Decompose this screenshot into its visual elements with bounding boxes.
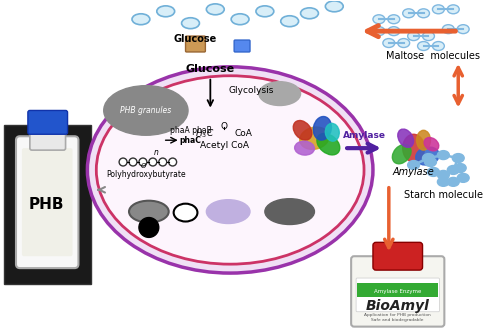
Ellipse shape (438, 150, 450, 159)
Text: O: O (220, 122, 228, 131)
Text: phaA phaB: phaA phaB (170, 126, 211, 135)
FancyBboxPatch shape (22, 148, 72, 256)
Text: Glycolysis: Glycolysis (228, 86, 274, 95)
Ellipse shape (129, 201, 168, 222)
Ellipse shape (104, 86, 188, 135)
Ellipse shape (448, 178, 459, 186)
Ellipse shape (418, 42, 430, 50)
Text: phaC: phaC (180, 136, 202, 145)
Ellipse shape (408, 160, 420, 170)
FancyBboxPatch shape (16, 136, 78, 268)
Ellipse shape (432, 42, 444, 50)
Text: Acetyl CoA: Acetyl CoA (200, 141, 248, 150)
Circle shape (129, 158, 137, 166)
Text: PHB: PHB (29, 197, 64, 212)
Ellipse shape (265, 199, 314, 224)
Ellipse shape (231, 14, 249, 25)
Circle shape (119, 158, 127, 166)
Text: Amylase: Amylase (342, 131, 386, 140)
Text: CoA: CoA (234, 129, 252, 138)
Ellipse shape (424, 138, 439, 151)
Ellipse shape (454, 163, 466, 173)
Ellipse shape (432, 5, 444, 14)
FancyBboxPatch shape (234, 40, 250, 52)
Ellipse shape (457, 25, 469, 34)
FancyBboxPatch shape (357, 283, 438, 297)
Ellipse shape (428, 168, 440, 177)
Circle shape (159, 158, 166, 166)
Ellipse shape (326, 123, 340, 141)
Ellipse shape (398, 39, 409, 48)
Ellipse shape (256, 6, 274, 17)
Ellipse shape (452, 153, 464, 162)
Text: Maltose  molecules: Maltose molecules (386, 51, 480, 61)
FancyBboxPatch shape (373, 242, 422, 270)
Ellipse shape (383, 39, 395, 48)
Ellipse shape (438, 178, 450, 186)
Text: Glucose: Glucose (174, 34, 217, 44)
Ellipse shape (326, 1, 343, 12)
Ellipse shape (448, 5, 459, 14)
FancyBboxPatch shape (356, 278, 440, 312)
Ellipse shape (416, 147, 440, 165)
Ellipse shape (373, 15, 385, 24)
Ellipse shape (418, 9, 430, 18)
Text: Starch molecule: Starch molecule (404, 190, 483, 200)
FancyBboxPatch shape (4, 125, 92, 284)
Ellipse shape (206, 200, 250, 223)
Ellipse shape (174, 204, 198, 221)
Ellipse shape (314, 116, 332, 140)
Ellipse shape (416, 130, 430, 150)
Text: BioAmyl: BioAmyl (366, 299, 430, 313)
Ellipse shape (206, 4, 224, 15)
Ellipse shape (402, 134, 424, 162)
Text: PHB granules: PHB granules (120, 106, 172, 115)
Circle shape (149, 158, 157, 166)
Ellipse shape (398, 129, 413, 148)
Circle shape (139, 158, 147, 166)
Ellipse shape (392, 145, 411, 164)
Ellipse shape (280, 16, 298, 27)
Ellipse shape (438, 171, 450, 180)
Text: Polyhydroxybutyrate: Polyhydroxybutyrate (106, 170, 186, 180)
FancyBboxPatch shape (30, 124, 66, 150)
Ellipse shape (373, 27, 385, 36)
Text: Application for PHB production: Application for PHB production (364, 313, 431, 317)
Text: $H_3C$: $H_3C$ (195, 127, 214, 140)
Ellipse shape (424, 157, 436, 167)
Ellipse shape (96, 76, 364, 264)
Ellipse shape (388, 27, 400, 36)
Ellipse shape (88, 67, 373, 273)
Ellipse shape (442, 25, 454, 34)
Ellipse shape (402, 9, 414, 18)
Ellipse shape (457, 174, 469, 182)
FancyBboxPatch shape (28, 111, 68, 134)
Circle shape (139, 217, 159, 237)
Text: Amylase: Amylase (392, 167, 434, 177)
Ellipse shape (300, 8, 318, 19)
Ellipse shape (388, 15, 400, 24)
Ellipse shape (300, 127, 329, 149)
Ellipse shape (259, 82, 300, 106)
Ellipse shape (422, 153, 434, 162)
Ellipse shape (422, 32, 434, 41)
Ellipse shape (448, 166, 459, 175)
Ellipse shape (317, 133, 340, 155)
Text: $n$: $n$ (152, 148, 159, 157)
FancyBboxPatch shape (186, 36, 206, 52)
Ellipse shape (182, 18, 200, 29)
Ellipse shape (294, 141, 314, 155)
Text: Glucose: Glucose (186, 64, 235, 74)
Text: Safe and biodegradable: Safe and biodegradable (372, 318, 424, 322)
Ellipse shape (132, 14, 150, 25)
Ellipse shape (157, 6, 174, 17)
Ellipse shape (294, 120, 312, 140)
FancyBboxPatch shape (351, 256, 444, 327)
Text: $O$: $O$ (140, 161, 147, 170)
Ellipse shape (408, 32, 420, 41)
Circle shape (168, 158, 176, 166)
Text: Amylase Enzyme: Amylase Enzyme (374, 289, 422, 294)
